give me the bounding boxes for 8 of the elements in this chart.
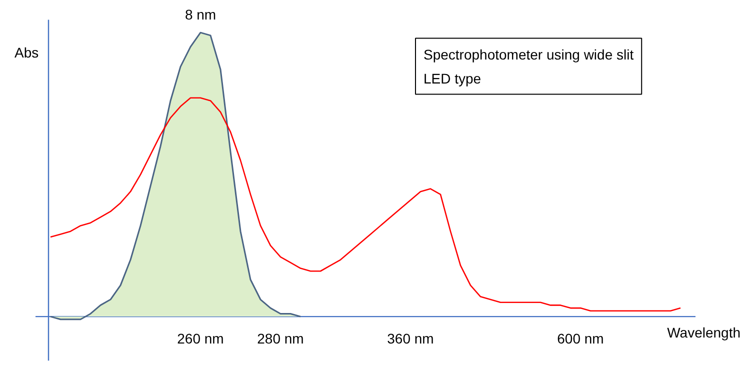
x-tick-label: 360 nm: [387, 330, 434, 347]
x-tick-label: 600 nm: [557, 330, 604, 347]
x-axis-title: Wavelength: [667, 324, 741, 341]
y-axis-title: Abs: [14, 44, 39, 60]
text: 8 nm: [184, 6, 216, 23]
x-tick-label: 260 nm: [177, 330, 224, 347]
x-tick-label: 280 nm: [257, 330, 304, 347]
annotation: Spectrophotometer using wide slit LED type: [424, 46, 634, 86]
